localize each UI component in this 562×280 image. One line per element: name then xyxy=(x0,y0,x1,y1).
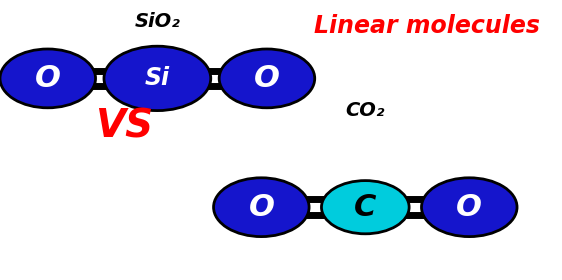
Text: O: O xyxy=(254,64,280,93)
Text: SiO₂: SiO₂ xyxy=(134,12,180,31)
Text: Si: Si xyxy=(145,66,170,90)
Text: CO₂: CO₂ xyxy=(346,101,385,120)
Ellipse shape xyxy=(219,49,315,108)
Ellipse shape xyxy=(104,46,211,111)
Ellipse shape xyxy=(214,178,309,237)
Ellipse shape xyxy=(0,49,96,108)
Text: O: O xyxy=(35,64,61,93)
Ellipse shape xyxy=(321,181,409,234)
Text: O: O xyxy=(456,193,482,222)
Text: O: O xyxy=(248,193,274,222)
Ellipse shape xyxy=(422,178,517,237)
Text: VS: VS xyxy=(94,107,153,145)
Text: Linear molecules: Linear molecules xyxy=(314,14,540,38)
Text: C: C xyxy=(354,193,377,222)
